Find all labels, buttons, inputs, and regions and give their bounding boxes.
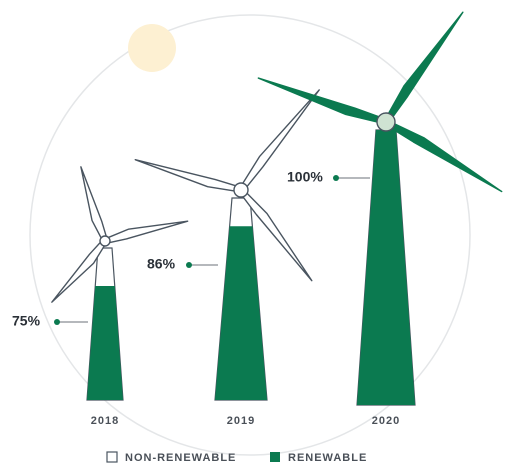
renewable-fill: [357, 130, 415, 405]
blade: [105, 221, 188, 243]
value-label: 75%: [12, 313, 41, 329]
legend-swatch: [270, 452, 280, 462]
blade: [81, 167, 107, 242]
chart: 75% 2018 86% 2019 100% 2020 NON-RENEWABLE RENEW…: [0, 0, 508, 466]
legend-swatch: [107, 452, 117, 462]
sun: [128, 24, 176, 72]
legend-label: NON-RENEWABLE: [125, 452, 236, 464]
year-label: 2020: [372, 415, 400, 427]
hub: [234, 183, 248, 197]
year-label: 2019: [227, 415, 255, 427]
hub: [377, 113, 395, 131]
year-label: 2018: [91, 415, 119, 427]
leader-dot: [54, 319, 60, 325]
blade: [384, 12, 462, 123]
leader-dot: [186, 262, 192, 268]
legend-label: RENEWABLE: [288, 452, 367, 464]
renewable-fill: [87, 286, 123, 400]
hub: [100, 236, 110, 246]
blade: [258, 78, 386, 124]
renewable-fill: [215, 226, 267, 400]
blade: [135, 160, 241, 192]
value-label: 86%: [147, 256, 176, 272]
leader-dot: [333, 175, 339, 181]
value-label: 100%: [287, 169, 323, 185]
